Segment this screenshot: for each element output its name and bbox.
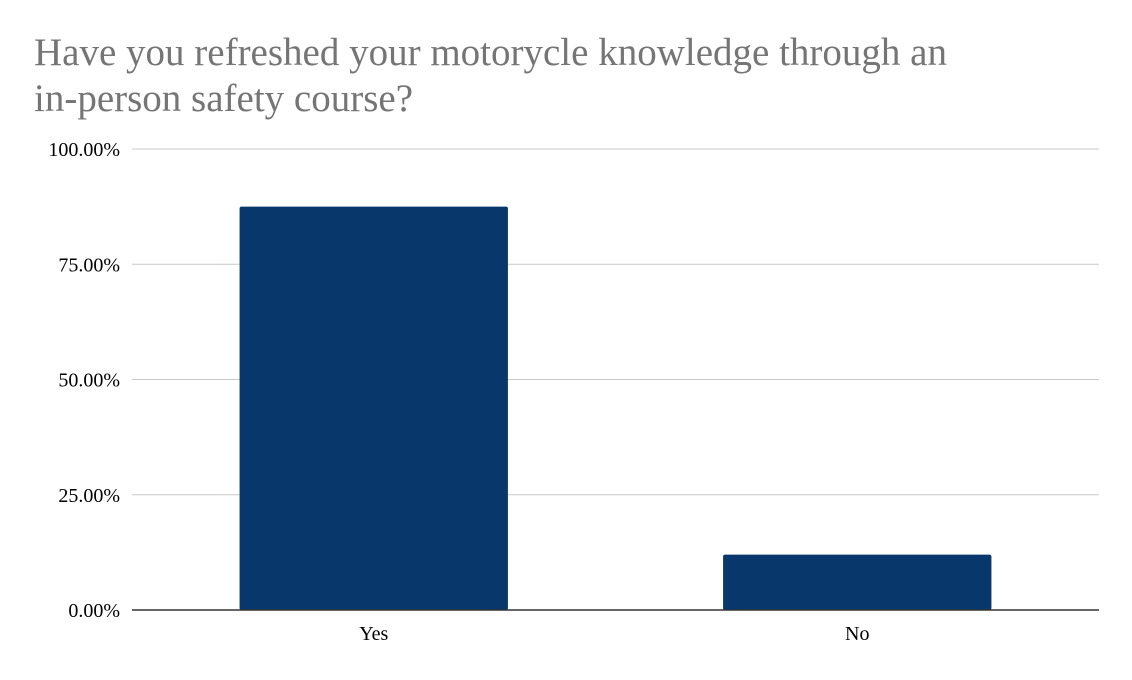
bars xyxy=(239,206,992,610)
chart-title: Have you refreshed your motorycle knowle… xyxy=(34,30,1094,122)
x-category-label: Yes xyxy=(359,623,388,645)
chart-title-line-1: Have you refreshed your motorycle knowle… xyxy=(34,31,947,74)
y-tick-label: 0.00% xyxy=(68,600,120,622)
y-tick-label: 50.00% xyxy=(58,370,120,392)
x-category-label: No xyxy=(845,623,869,645)
y-tick-label: 25.00% xyxy=(58,485,120,507)
y-tick-label: 75.00% xyxy=(58,254,120,276)
y-tick-label: 100.00% xyxy=(48,139,120,161)
bar-yes xyxy=(239,206,508,610)
chart-title-line-2: in-person safety course? xyxy=(34,77,414,120)
y-axis-tick-labels: 0.00% 25.00% 50.00% 75.00% 100.00% xyxy=(48,139,120,622)
bar-no xyxy=(723,554,992,610)
x-axis-category-labels: Yes No xyxy=(359,623,869,645)
